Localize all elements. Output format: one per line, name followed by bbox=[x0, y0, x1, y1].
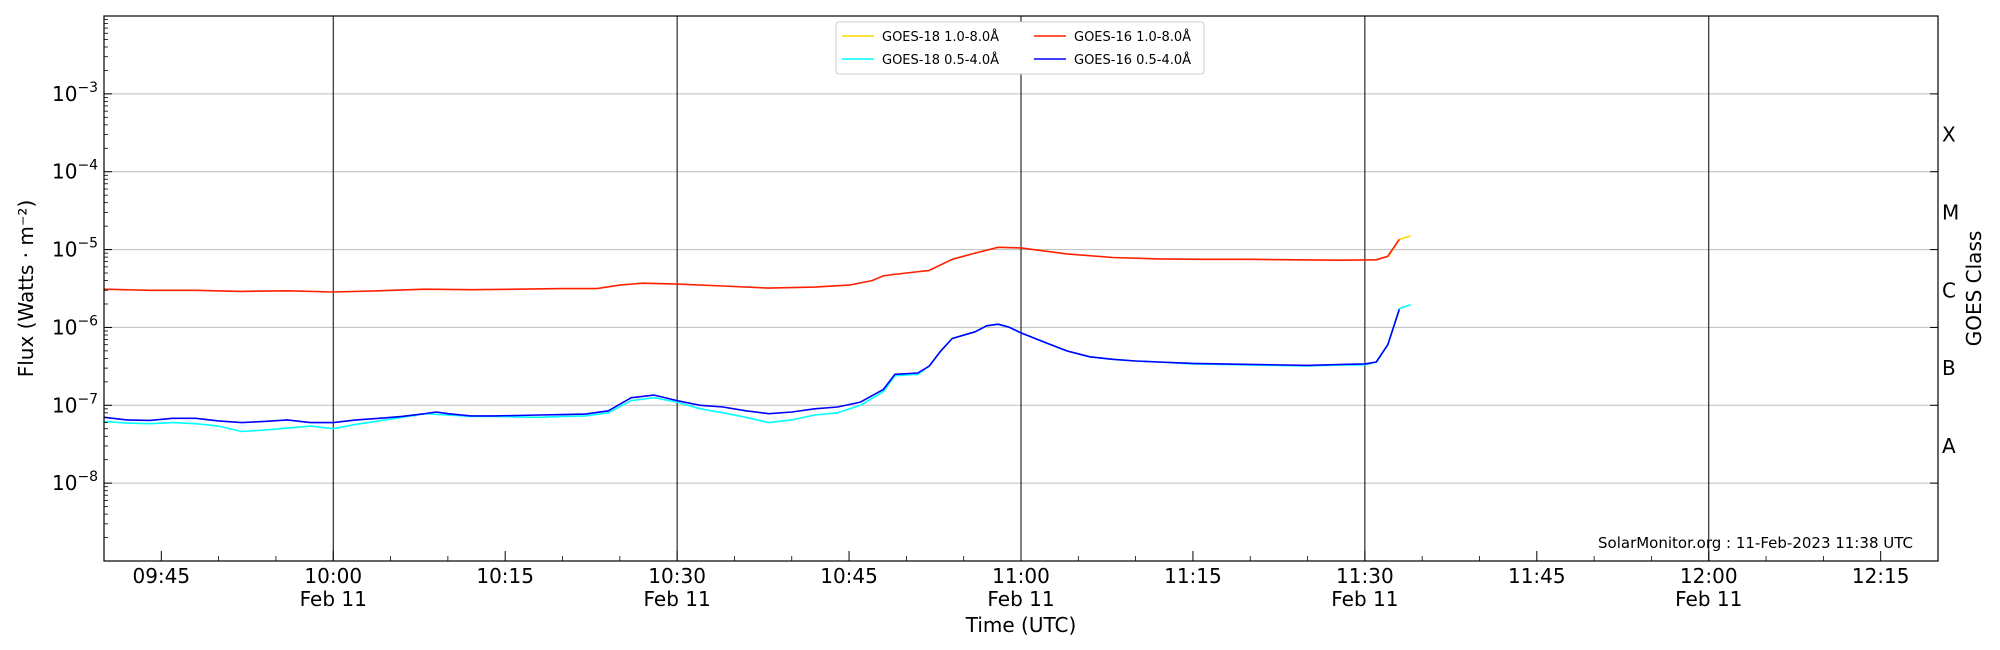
x-tick-label: 10:00 bbox=[304, 564, 362, 588]
goes-class-label: A bbox=[1942, 434, 1956, 458]
legend-entry-label: GOES-18 0.5-4.0Å bbox=[882, 52, 999, 68]
x-tick-label: 11:45 bbox=[1508, 564, 1566, 588]
x-tick-label: 12:15 bbox=[1852, 564, 1910, 588]
y-tick-label: 10−3 bbox=[52, 80, 98, 106]
y-tick-label: 10−4 bbox=[52, 158, 98, 184]
legend: GOES-18 1.0-8.0Å GOES-16 1.0-8.0Å GOES-18 … bbox=[835, 21, 1205, 75]
y-tick-label: 10−7 bbox=[52, 391, 98, 417]
goes-class-label: B bbox=[1942, 356, 1956, 380]
y-tick-label: 10−6 bbox=[52, 313, 98, 339]
axis-ticks bbox=[103, 19, 1939, 561]
flux-series bbox=[103, 235, 1411, 433]
y-axis-title: Flux (Watts · m⁻²) bbox=[14, 200, 38, 378]
x-tick-date-label: Feb 11 bbox=[644, 587, 711, 611]
legend-box bbox=[835, 21, 1205, 75]
day-boundary-lines bbox=[332, 16, 1710, 561]
series-line-goes16_short bbox=[103, 309, 1401, 424]
legend-entry-label: GOES-16 1.0-8.0Å bbox=[1074, 29, 1191, 45]
x-tick-label: 12:00 bbox=[1680, 564, 1738, 588]
goes-class-label: M bbox=[1942, 200, 1959, 224]
goes-class-labels: A B C M X bbox=[1942, 123, 1959, 458]
x-tick-date-label: Feb 11 bbox=[1675, 587, 1742, 611]
x-tick-label: 09:45 bbox=[132, 564, 190, 588]
x-tick-date-label: Feb 11 bbox=[987, 587, 1054, 611]
legend-entry-label: GOES-18 1.0-8.0Å bbox=[882, 29, 999, 45]
y-tick-label: 10−5 bbox=[52, 236, 98, 262]
x-tick-label: 11:30 bbox=[1336, 564, 1394, 588]
y-tick-label: 10−8 bbox=[52, 469, 98, 495]
goes-class-label: C bbox=[1942, 278, 1956, 302]
x-tick-label: 11:00 bbox=[992, 564, 1050, 588]
x-tick-label: 10:30 bbox=[648, 564, 706, 588]
credit-text: SolarMonitor.org : 11-Feb-2023 11:38 UTC bbox=[1598, 534, 1913, 552]
x-tick-label: 11:15 bbox=[1164, 564, 1222, 588]
goes-class-label: X bbox=[1942, 123, 1956, 147]
x-tick-date-label: Feb 11 bbox=[300, 587, 367, 611]
x-tick-label: 10:45 bbox=[820, 564, 878, 588]
x-axis-title: Time (UTC) bbox=[965, 613, 1077, 637]
right-axis-title: GOES Class bbox=[1962, 231, 1986, 347]
series-line-goes16_long bbox=[103, 238, 1400, 293]
legend-entry-label: GOES-16 0.5-4.0Å bbox=[1074, 52, 1191, 68]
x-tick-date-label: Feb 11 bbox=[1331, 587, 1398, 611]
x-tick-label: 10:15 bbox=[476, 564, 534, 588]
